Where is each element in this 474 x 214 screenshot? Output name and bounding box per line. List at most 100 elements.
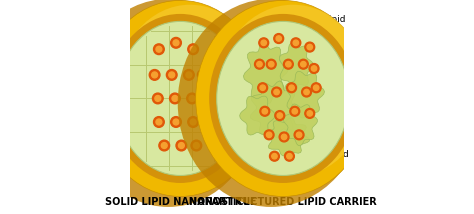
Circle shape bbox=[272, 87, 282, 97]
Ellipse shape bbox=[109, 14, 252, 183]
Circle shape bbox=[259, 38, 269, 48]
Circle shape bbox=[159, 140, 170, 151]
Circle shape bbox=[262, 108, 267, 114]
Text: Solid lipid: Solid lipid bbox=[286, 15, 346, 24]
Polygon shape bbox=[285, 71, 325, 118]
Circle shape bbox=[258, 83, 268, 93]
Circle shape bbox=[154, 117, 164, 127]
Circle shape bbox=[173, 40, 179, 46]
Ellipse shape bbox=[217, 21, 349, 175]
Ellipse shape bbox=[116, 21, 245, 175]
Polygon shape bbox=[251, 81, 299, 138]
Ellipse shape bbox=[196, 0, 370, 196]
Circle shape bbox=[287, 83, 297, 93]
Circle shape bbox=[200, 72, 206, 78]
Text: Drug: Drug bbox=[179, 77, 219, 97]
Circle shape bbox=[178, 143, 184, 149]
Circle shape bbox=[155, 95, 161, 101]
Circle shape bbox=[293, 40, 299, 46]
Circle shape bbox=[189, 95, 195, 101]
Circle shape bbox=[166, 70, 177, 80]
Circle shape bbox=[193, 143, 199, 149]
Circle shape bbox=[261, 40, 266, 46]
Circle shape bbox=[183, 70, 194, 80]
Text: NANOSTRUCTURED LIPID CARRIER: NANOSTRUCTURED LIPID CARRIER bbox=[189, 197, 377, 207]
Circle shape bbox=[299, 59, 308, 69]
Circle shape bbox=[291, 38, 301, 48]
Circle shape bbox=[275, 111, 285, 120]
Circle shape bbox=[172, 95, 178, 101]
Polygon shape bbox=[265, 118, 310, 156]
Polygon shape bbox=[243, 42, 288, 104]
Circle shape bbox=[149, 70, 160, 80]
Circle shape bbox=[301, 61, 306, 67]
Circle shape bbox=[154, 44, 164, 55]
Circle shape bbox=[283, 59, 293, 69]
Circle shape bbox=[171, 117, 182, 127]
Circle shape bbox=[264, 130, 274, 140]
Ellipse shape bbox=[95, 0, 265, 196]
Circle shape bbox=[171, 37, 182, 48]
Text: Liquid lipid: Liquid lipid bbox=[283, 138, 349, 159]
Polygon shape bbox=[280, 43, 313, 90]
Ellipse shape bbox=[117, 5, 263, 177]
Circle shape bbox=[311, 66, 317, 71]
Ellipse shape bbox=[178, 0, 365, 207]
Ellipse shape bbox=[218, 5, 368, 177]
Circle shape bbox=[190, 119, 196, 125]
Circle shape bbox=[161, 143, 167, 149]
Circle shape bbox=[202, 95, 208, 101]
Circle shape bbox=[257, 61, 262, 67]
Circle shape bbox=[279, 132, 289, 142]
Circle shape bbox=[292, 108, 298, 114]
Circle shape bbox=[200, 93, 210, 104]
Circle shape bbox=[260, 85, 265, 91]
Circle shape bbox=[313, 85, 319, 91]
Polygon shape bbox=[283, 104, 318, 146]
Circle shape bbox=[188, 44, 199, 55]
Circle shape bbox=[274, 34, 283, 43]
Circle shape bbox=[176, 140, 187, 151]
Circle shape bbox=[190, 46, 196, 52]
Circle shape bbox=[289, 85, 294, 91]
Circle shape bbox=[296, 132, 302, 138]
Circle shape bbox=[272, 153, 277, 159]
Circle shape bbox=[277, 113, 283, 118]
Circle shape bbox=[188, 117, 199, 127]
Circle shape bbox=[305, 108, 315, 118]
Text: Solid lipid: Solid lipid bbox=[172, 134, 236, 165]
Circle shape bbox=[170, 93, 180, 104]
Circle shape bbox=[201, 119, 207, 125]
Circle shape bbox=[173, 119, 179, 125]
Circle shape bbox=[294, 130, 304, 140]
Circle shape bbox=[255, 59, 264, 69]
Ellipse shape bbox=[77, 0, 259, 207]
Circle shape bbox=[260, 106, 270, 116]
Text: SOLID LIPID NANOPARTICLE: SOLID LIPID NANOPARTICLE bbox=[105, 197, 256, 207]
Circle shape bbox=[311, 83, 321, 93]
Ellipse shape bbox=[209, 14, 357, 183]
Circle shape bbox=[156, 46, 162, 52]
Circle shape bbox=[284, 151, 294, 161]
Circle shape bbox=[286, 61, 291, 67]
Circle shape bbox=[156, 119, 162, 125]
Circle shape bbox=[307, 44, 312, 50]
Circle shape bbox=[199, 117, 209, 127]
Circle shape bbox=[191, 140, 202, 151]
Circle shape bbox=[269, 61, 274, 67]
Circle shape bbox=[186, 72, 192, 78]
Circle shape bbox=[270, 151, 279, 161]
Circle shape bbox=[152, 72, 157, 78]
Circle shape bbox=[301, 87, 311, 97]
Circle shape bbox=[153, 93, 163, 104]
Polygon shape bbox=[240, 96, 275, 135]
Circle shape bbox=[266, 59, 276, 69]
Circle shape bbox=[274, 89, 279, 95]
Circle shape bbox=[169, 72, 175, 78]
Circle shape bbox=[187, 93, 197, 104]
Circle shape bbox=[309, 64, 319, 73]
Circle shape bbox=[304, 89, 309, 95]
Circle shape bbox=[276, 36, 282, 41]
Circle shape bbox=[197, 70, 208, 80]
Circle shape bbox=[287, 153, 292, 159]
